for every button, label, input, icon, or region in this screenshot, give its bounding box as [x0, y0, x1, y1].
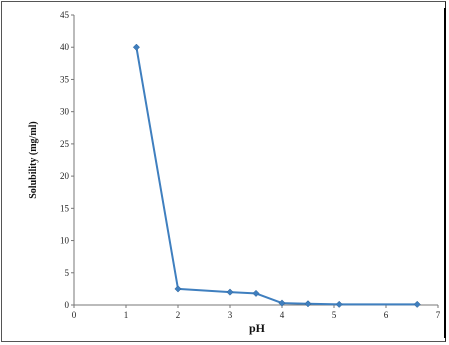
- data-point-marker: [174, 285, 182, 293]
- x-tick-label: 1: [124, 310, 129, 320]
- x-tick-label: 3: [228, 310, 233, 320]
- x-tick-label: 7: [436, 310, 441, 320]
- series-layer: [132, 43, 421, 308]
- y-tick-label: 45: [60, 10, 70, 20]
- y-tick-label: 40: [60, 42, 70, 52]
- y-tick-label: 30: [60, 107, 70, 117]
- data-point-marker: [278, 299, 286, 307]
- x-tick-labels: 0 1 2 3 4 5 6 7: [72, 310, 441, 320]
- y-tick-label: 10: [60, 236, 70, 246]
- x-axis-label: pH: [249, 321, 266, 335]
- y-tick-label: 5: [65, 268, 70, 278]
- y-tick-labels: 0 5 10 15 20 25 30 35 40 45: [60, 10, 70, 310]
- y-tick-label: 0: [65, 300, 70, 310]
- data-point-marker: [335, 300, 343, 308]
- data-point-marker: [226, 288, 234, 296]
- x-tick-label: 0: [72, 310, 77, 320]
- x-tick-label: 5: [332, 310, 337, 320]
- x-tick-label: 6: [384, 310, 389, 320]
- y-tick-label: 15: [60, 203, 70, 213]
- y-tick-label: 20: [60, 171, 70, 181]
- y-tick-label: 25: [60, 139, 70, 149]
- y-tick-label: 35: [60, 74, 70, 84]
- x-tick-label: 2: [176, 310, 181, 320]
- data-point-marker: [132, 43, 140, 51]
- y-axis-label: Solubility (mg/ml): [28, 121, 39, 199]
- series-line: [135, 47, 418, 306]
- axes: [71, 14, 439, 308]
- data-point-marker: [413, 300, 421, 308]
- data-point-marker: [304, 300, 312, 308]
- chart-frame: [1, 1, 446, 342]
- data-point-marker: [252, 289, 260, 297]
- x-tick-label: 4: [280, 310, 285, 320]
